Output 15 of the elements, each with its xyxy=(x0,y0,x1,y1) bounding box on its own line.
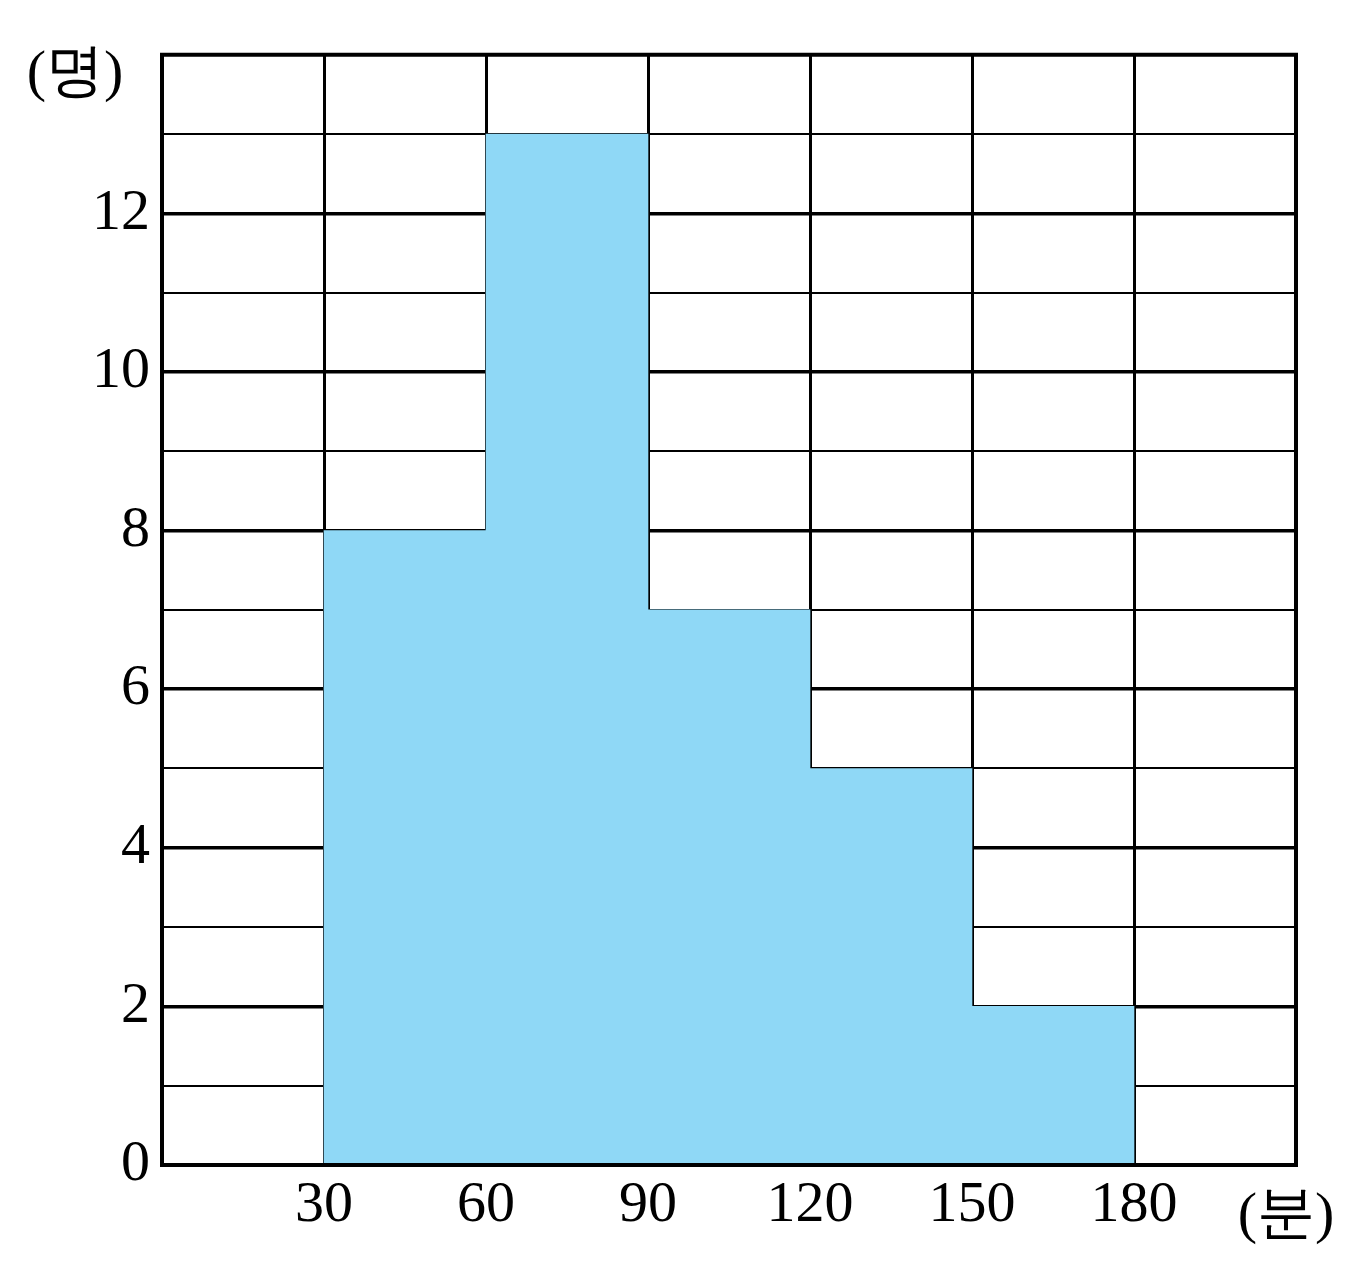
y-tick-label: 2 xyxy=(121,969,150,1035)
y-tick-label: 8 xyxy=(121,493,150,559)
y-tick-label: 0 xyxy=(121,1128,150,1194)
x-tick-label: 60 xyxy=(457,1169,515,1235)
x-tick-label: 30 xyxy=(295,1169,353,1235)
x-tick-label: 120 xyxy=(766,1169,854,1235)
y-tick-label: 6 xyxy=(121,652,150,718)
y-axis-title: (명) xyxy=(26,38,124,104)
x-axis-title: (분) xyxy=(1237,1180,1335,1246)
y-tick-label: 10 xyxy=(92,335,150,401)
y-tick-label: 4 xyxy=(121,811,150,877)
x-tick-label: 150 xyxy=(928,1169,1016,1235)
x-tick-label: 180 xyxy=(1090,1169,1178,1235)
y-tick-label: 12 xyxy=(92,176,150,242)
x-tick-label: 90 xyxy=(619,1169,677,1235)
